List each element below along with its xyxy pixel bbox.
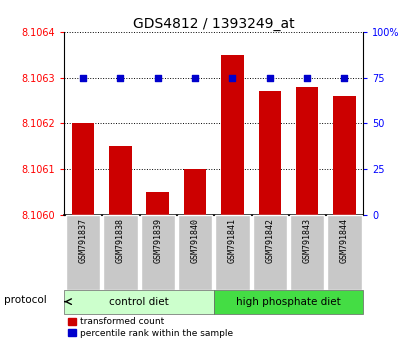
Point bbox=[80, 75, 86, 80]
Bar bbox=[103, 215, 137, 290]
Point bbox=[266, 75, 273, 80]
Legend: transformed count, percentile rank within the sample: transformed count, percentile rank withi… bbox=[64, 314, 237, 342]
Bar bbox=[66, 215, 100, 290]
Text: GSM791837: GSM791837 bbox=[78, 218, 88, 263]
Text: GSM791841: GSM791841 bbox=[228, 218, 237, 263]
Point bbox=[341, 75, 348, 80]
Title: GDS4812 / 1393249_at: GDS4812 / 1393249_at bbox=[133, 17, 295, 31]
Text: GSM791842: GSM791842 bbox=[265, 218, 274, 263]
Text: GSM791840: GSM791840 bbox=[190, 218, 200, 263]
Point bbox=[304, 75, 310, 80]
Bar bbox=[141, 215, 175, 290]
Point bbox=[117, 75, 124, 80]
Point bbox=[154, 75, 161, 80]
Text: GSM791839: GSM791839 bbox=[153, 218, 162, 263]
Bar bbox=[333, 96, 356, 215]
Text: GSM791838: GSM791838 bbox=[116, 218, 125, 263]
Text: control diet: control diet bbox=[109, 297, 169, 307]
Bar bbox=[253, 215, 287, 290]
Text: protocol: protocol bbox=[4, 295, 47, 305]
Point bbox=[192, 75, 198, 80]
Bar bbox=[327, 215, 361, 290]
Bar bbox=[64, 290, 214, 314]
Bar bbox=[296, 87, 318, 215]
Text: GSM791843: GSM791843 bbox=[303, 218, 312, 263]
Bar bbox=[72, 124, 94, 215]
Bar bbox=[109, 147, 132, 215]
Bar bbox=[146, 192, 169, 215]
Text: high phosphate diet: high phosphate diet bbox=[236, 297, 341, 307]
Bar bbox=[290, 215, 324, 290]
Point bbox=[229, 75, 236, 80]
Text: GSM791844: GSM791844 bbox=[340, 218, 349, 263]
Bar bbox=[184, 169, 206, 215]
Bar bbox=[221, 55, 244, 215]
Bar bbox=[259, 91, 281, 215]
Bar bbox=[178, 215, 212, 290]
Bar bbox=[215, 215, 249, 290]
Bar bbox=[214, 290, 363, 314]
